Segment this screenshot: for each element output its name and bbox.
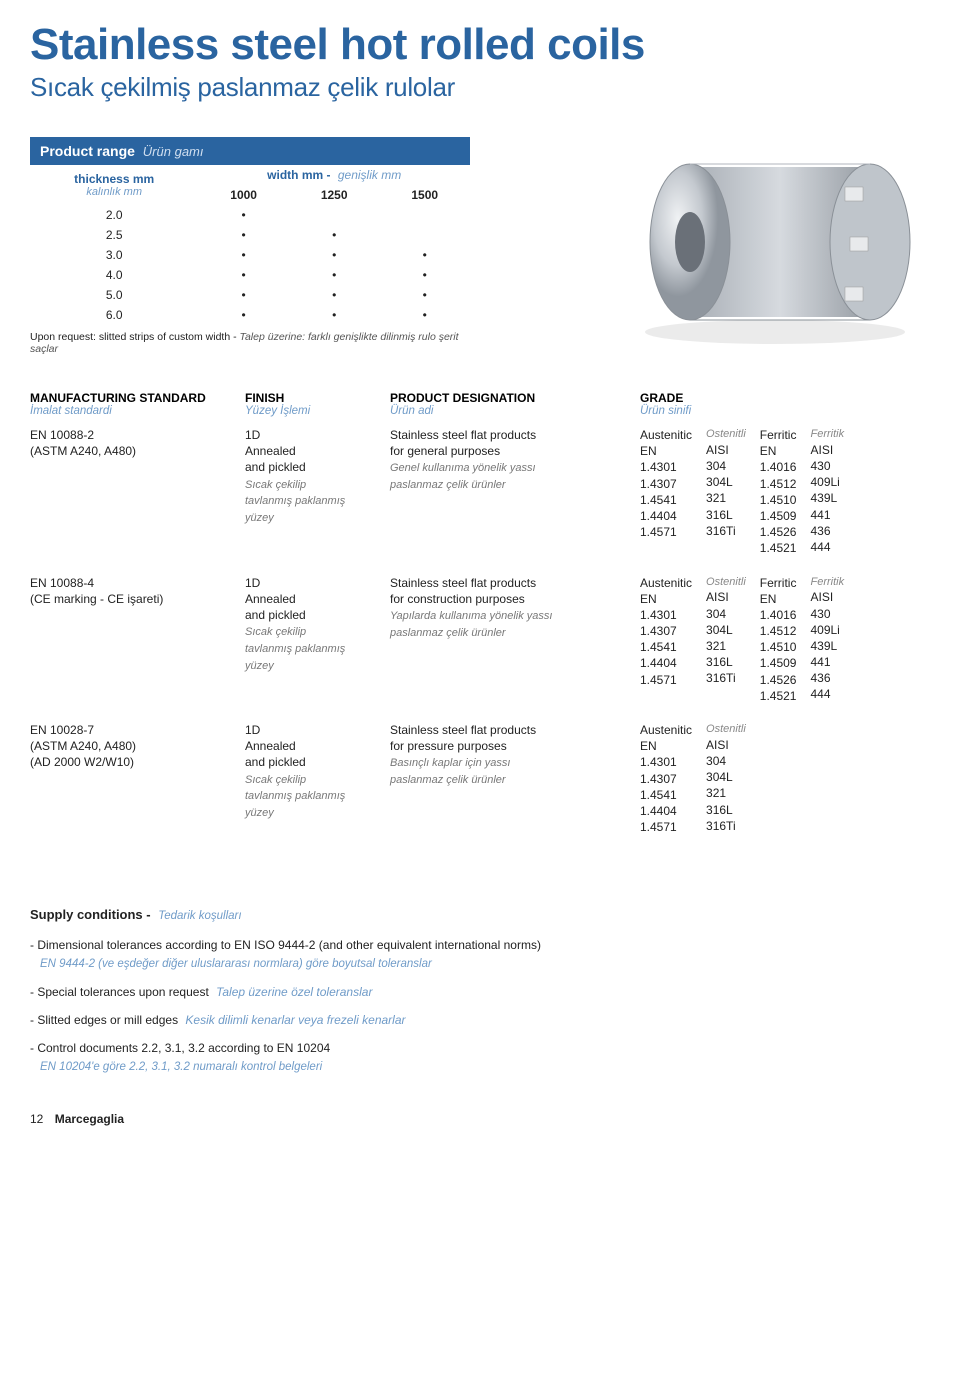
- top-row: Product range Ürün gamı thickness mm kal…: [30, 137, 930, 355]
- product-range-note: Upon request: slitted strips of custom w…: [30, 331, 470, 355]
- availability-cell: •: [289, 285, 380, 305]
- col-head-finish: FINISH Yüzey İşlemi: [245, 391, 390, 417]
- grade-column: FerritikAISI430409Li439L441436444: [810, 575, 844, 705]
- table-row: 2.5••: [30, 225, 470, 245]
- width-col: 1500: [379, 185, 470, 205]
- standard-cell: EN 10028-7(ASTM A240, A480)(AD 2000 W2/W…: [30, 722, 245, 835]
- thickness-cell: 4.0: [30, 265, 198, 285]
- page-subtitle: Sıcak çekilmiş paslanmaz çelik rulolar: [30, 72, 930, 103]
- thickness-cell: 6.0: [30, 305, 198, 325]
- finish-cell: 1DAnnealedand pickledSıcak çekiliptavlan…: [245, 427, 390, 557]
- thickness-cell: 2.0: [30, 205, 198, 225]
- grade-cell: AusteniticEN1.43011.43071.45411.44041.45…: [640, 575, 930, 705]
- product-range-block: Product range Ürün gamı thickness mm kal…: [30, 137, 470, 355]
- standard-row: EN 10088-2(ASTM A240, A480)1DAnnealedand…: [30, 427, 930, 557]
- availability-cell: •: [379, 305, 470, 325]
- coil-image: [600, 137, 930, 347]
- product-range-label-it: Ürün gamı: [143, 144, 204, 159]
- document-page: Stainless steel hot rolled coils Sıcak ç…: [0, 0, 960, 1146]
- col-head-standard: MANUFACTURING STANDARD İmalat standardi: [30, 391, 245, 417]
- product-cell: Stainless steel flat productsfor general…: [390, 427, 640, 557]
- standards-header-row: MANUFACTURING STANDARD İmalat standardi …: [30, 391, 930, 417]
- thickness-cell: 3.0: [30, 245, 198, 265]
- grade-column: FerritikAISI430409Li439L441436444: [810, 427, 844, 557]
- availability-cell: [379, 225, 470, 245]
- grade-column: AusteniticEN1.43011.43071.45411.44041.45…: [640, 427, 692, 557]
- availability-cell: •: [289, 265, 380, 285]
- availability-cell: •: [379, 285, 470, 305]
- standard-cell: EN 10088-4(CE marking - CE işareti): [30, 575, 245, 705]
- page-number: 12: [30, 1112, 43, 1126]
- width-col: 1000: [198, 185, 289, 205]
- page-title: Stainless steel hot rolled coils: [30, 20, 930, 70]
- page-footer: 12 Marcegaglia: [30, 1112, 930, 1126]
- width-label: width mm - genişlik mm: [267, 168, 401, 182]
- product-cell: Stainless steel flat productsfor constru…: [390, 575, 640, 705]
- table-row: 5.0•••: [30, 285, 470, 305]
- product-range-label: Product range: [40, 143, 135, 159]
- supply-title: Supply conditions - Tedarik koşulları: [30, 905, 930, 925]
- supply-line: - Dimensional tolerances according to EN…: [30, 936, 930, 973]
- availability-cell: •: [379, 245, 470, 265]
- brand-name: Marcegaglia: [55, 1112, 124, 1126]
- grade-column: AusteniticEN1.43011.43071.45411.44041.45…: [640, 575, 692, 705]
- finish-cell: 1DAnnealedand pickledSıcak çekiliptavlan…: [245, 575, 390, 705]
- table-row: 4.0•••: [30, 265, 470, 285]
- availability-cell: •: [198, 245, 289, 265]
- grade-cell: AusteniticEN1.43011.43071.45411.44041.45…: [640, 722, 930, 835]
- col-head-product: PRODUCT DESIGNATION Ürün adi: [390, 391, 640, 417]
- product-cell: Stainless steel flat productsfor pressur…: [390, 722, 640, 835]
- standard-cell: EN 10088-2(ASTM A240, A480): [30, 427, 245, 557]
- grade-column: FerriticEN1.40161.45121.45101.45091.4526…: [760, 427, 797, 557]
- grade-column: OstenitliAISI304304L321316L316Ti: [706, 427, 746, 557]
- standard-row: EN 10028-7(ASTM A240, A480)(AD 2000 W2/W…: [30, 722, 930, 835]
- table-row: 3.0•••: [30, 245, 470, 265]
- product-range-header: Product range Ürün gamı: [30, 137, 470, 165]
- availability-cell: •: [289, 245, 380, 265]
- availability-cell: •: [289, 225, 380, 245]
- steel-coil-icon: [600, 137, 930, 347]
- availability-cell: •: [198, 305, 289, 325]
- thickness-cell: 2.5: [30, 225, 198, 245]
- grade-column: OstenitliAISI304304L321316L316Ti: [706, 575, 746, 705]
- availability-cell: •: [198, 265, 289, 285]
- grade-cell: AusteniticEN1.43011.43071.45411.44041.45…: [640, 427, 930, 557]
- availability-cell: •: [198, 225, 289, 245]
- finish-cell: 1DAnnealedand pickledSıcak çekiliptavlan…: [245, 722, 390, 835]
- grade-column: FerriticEN1.40161.45121.45101.45091.4526…: [760, 575, 797, 705]
- availability-cell: [289, 205, 380, 225]
- supply-line: - Control documents 2.2, 3.1, 3.2 accord…: [30, 1039, 930, 1076]
- availability-cell: •: [198, 205, 289, 225]
- width-col: 1250: [289, 185, 380, 205]
- availability-cell: [379, 205, 470, 225]
- availability-cell: •: [289, 305, 380, 325]
- standard-row: EN 10088-4(CE marking - CE işareti)1DAnn…: [30, 575, 930, 705]
- col-head-grade: GRADE Ürün sinifi: [640, 391, 930, 417]
- table-row: 2.0•: [30, 205, 470, 225]
- supply-line: - Slitted edges or mill edges Kesik dili…: [30, 1011, 930, 1029]
- supply-conditions: Supply conditions - Tedarik koşulları - …: [30, 905, 930, 1076]
- grade-column: OstenitliAISI304304L321316L316Ti: [706, 722, 746, 835]
- table-row: 6.0•••: [30, 305, 470, 325]
- availability-cell: •: [198, 285, 289, 305]
- availability-cell: •: [379, 265, 470, 285]
- thickness-cell: 5.0: [30, 285, 198, 305]
- thickness-label: thickness mm kalınlık mm: [34, 172, 194, 198]
- grade-column: AusteniticEN1.43011.43071.45411.44041.45…: [640, 722, 692, 835]
- standards-section: MANUFACTURING STANDARD İmalat standardi …: [30, 391, 930, 835]
- supply-line: - Special tolerances upon request Talep …: [30, 983, 930, 1001]
- product-range-table: thickness mm kalınlık mm width mm - geni…: [30, 165, 470, 325]
